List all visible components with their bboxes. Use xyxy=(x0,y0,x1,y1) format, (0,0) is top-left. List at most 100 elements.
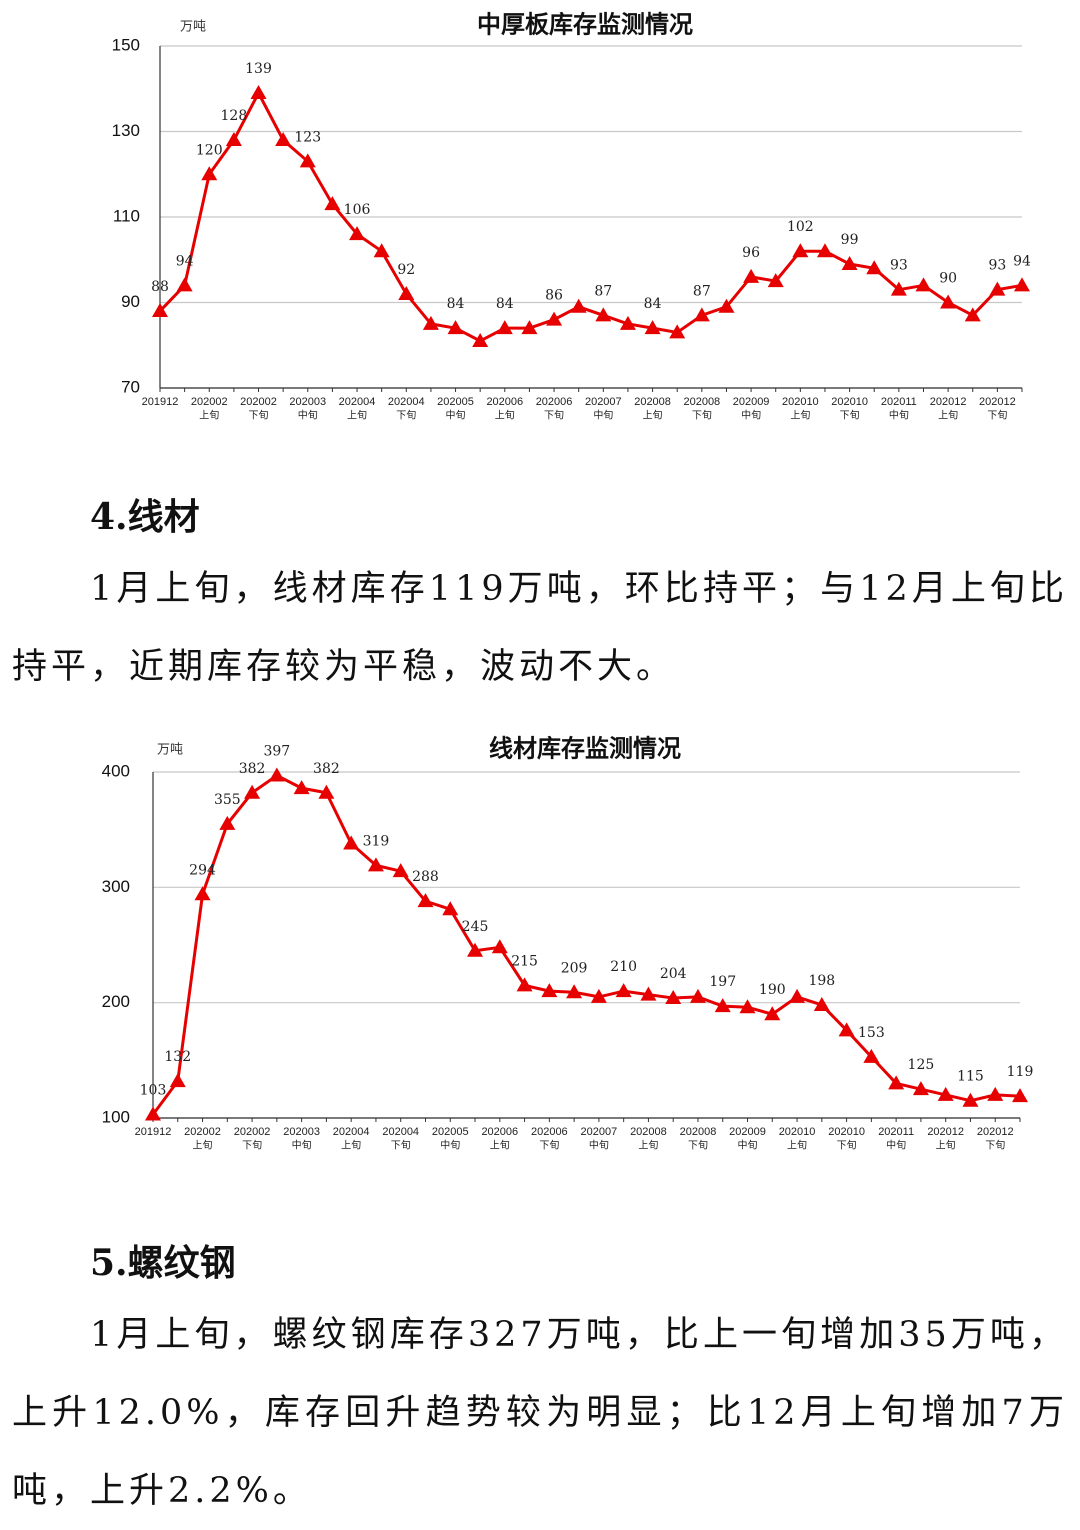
point-marker xyxy=(541,983,558,998)
point-marker xyxy=(367,857,384,872)
point-marker xyxy=(268,767,285,782)
x-tick-label: 下旬 xyxy=(987,409,1007,422)
data-label: 84 xyxy=(644,296,662,312)
x-tick-label: 上旬 xyxy=(490,1139,510,1152)
x-tick-label: 下旬 xyxy=(692,409,712,422)
point-marker xyxy=(447,320,464,335)
point-marker xyxy=(789,988,806,1003)
data-label: 209 xyxy=(561,960,588,976)
x-tick-label: 202009 xyxy=(729,1126,766,1138)
x-tick-label: 上旬 xyxy=(638,1139,658,1152)
point-marker xyxy=(792,243,809,258)
x-tick-label: 202005 xyxy=(432,1126,469,1138)
point-marker xyxy=(324,196,341,211)
point-marker xyxy=(743,268,760,283)
point-marker xyxy=(915,277,932,292)
point-marker xyxy=(491,939,508,954)
x-tick-label: 202012 xyxy=(930,396,967,408)
data-label: 319 xyxy=(363,833,390,849)
point-marker xyxy=(912,1081,929,1096)
x-tick-label: 下旬 xyxy=(837,1139,857,1152)
point-marker xyxy=(467,942,484,957)
x-tick-label: 202004 xyxy=(388,396,425,408)
heading: 4.线材 xyxy=(90,496,200,538)
y-tick-label: 70 xyxy=(121,377,140,396)
point-marker xyxy=(888,1075,905,1090)
x-tick-label: 202010 xyxy=(779,1126,816,1138)
point-marker xyxy=(293,780,310,795)
point-marker xyxy=(176,277,193,292)
x-tick-label: 上旬 xyxy=(193,1139,213,1152)
x-tick-label: 上旬 xyxy=(936,1139,956,1152)
data-label: 382 xyxy=(239,761,266,777)
data-label: 139 xyxy=(245,61,272,77)
point-marker xyxy=(417,893,434,908)
x-tick-label: 下旬 xyxy=(396,409,416,422)
point-marker xyxy=(590,988,607,1003)
x-tick-label: 下旬 xyxy=(544,409,564,422)
point-marker xyxy=(767,273,784,288)
x-tick-label: 202002 xyxy=(240,396,277,408)
x-tick-label: 下旬 xyxy=(985,1139,1005,1152)
x-tick-label: 202010 xyxy=(782,396,819,408)
data-label: 245 xyxy=(462,919,489,935)
point-marker xyxy=(962,1092,979,1107)
data-label: 190 xyxy=(759,982,786,998)
x-tick-label: 上旬 xyxy=(199,409,219,422)
data-label: 382 xyxy=(313,761,340,777)
x-tick-label: 中旬 xyxy=(741,409,761,422)
x-tick-label: 上旬 xyxy=(495,409,515,422)
x-tick-label: 下旬 xyxy=(840,409,860,422)
data-label: 93 xyxy=(988,258,1006,274)
data-label: 106 xyxy=(344,202,371,218)
data-label: 132 xyxy=(164,1049,191,1065)
x-tick-label: 202002 xyxy=(184,1126,221,1138)
x-tick-label: 中旬 xyxy=(593,409,613,422)
point-marker xyxy=(343,835,360,850)
point-marker xyxy=(1014,277,1030,292)
x-tick-label: 202004 xyxy=(333,1126,370,1138)
x-tick-label: 202008 xyxy=(683,396,720,408)
x-tick-label: 中旬 xyxy=(889,409,909,422)
point-marker xyxy=(816,243,833,258)
point-marker xyxy=(566,984,583,999)
y-tick-label: 130 xyxy=(112,121,140,140)
data-label: 153 xyxy=(858,1025,885,1041)
point-marker xyxy=(225,132,242,147)
point-marker xyxy=(940,294,957,309)
data-label: 102 xyxy=(787,219,814,235)
point-marker xyxy=(813,996,830,1011)
x-tick-label: 202003 xyxy=(289,396,326,408)
data-label: 93 xyxy=(890,258,908,274)
point-marker xyxy=(689,988,706,1003)
point-marker xyxy=(739,999,756,1014)
y-tick-label: 150 xyxy=(112,35,140,54)
data-label: 84 xyxy=(447,296,465,312)
x-tick-label: 202006 xyxy=(486,396,523,408)
point-marker xyxy=(516,977,533,992)
x-tick-label: 202008 xyxy=(630,1126,667,1138)
x-tick-label: 中旬 xyxy=(589,1139,609,1152)
y-tick-label: 90 xyxy=(121,292,140,311)
x-tick-label: 202012 xyxy=(927,1126,964,1138)
x-tick-label: 202006 xyxy=(481,1126,518,1138)
x-tick-label: 202012 xyxy=(977,1126,1014,1138)
x-tick-label: 202004 xyxy=(382,1126,419,1138)
x-tick-label: 中旬 xyxy=(440,1139,460,1152)
point-marker xyxy=(392,863,409,878)
point-marker xyxy=(841,256,858,271)
x-tick-label: 下旬 xyxy=(391,1139,411,1152)
point-marker xyxy=(619,315,636,330)
point-marker xyxy=(169,1073,186,1088)
x-tick-label: 201912 xyxy=(135,1126,172,1138)
data-label: 86 xyxy=(545,288,563,304)
series-line xyxy=(151,773,1021,1116)
y-axis-unit: 万吨 xyxy=(180,18,206,33)
x-tick-label: 202011 xyxy=(881,396,917,408)
point-marker xyxy=(244,784,261,799)
data-label: 94 xyxy=(176,253,194,269)
x-tick-label: 202006 xyxy=(531,1126,568,1138)
data-label: 210 xyxy=(610,959,637,975)
point-marker xyxy=(472,332,489,347)
